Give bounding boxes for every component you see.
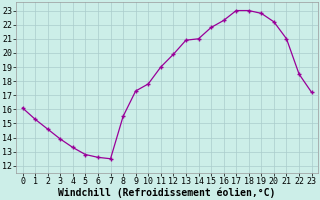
- X-axis label: Windchill (Refroidissement éolien,°C): Windchill (Refroidissement éolien,°C): [58, 187, 276, 198]
